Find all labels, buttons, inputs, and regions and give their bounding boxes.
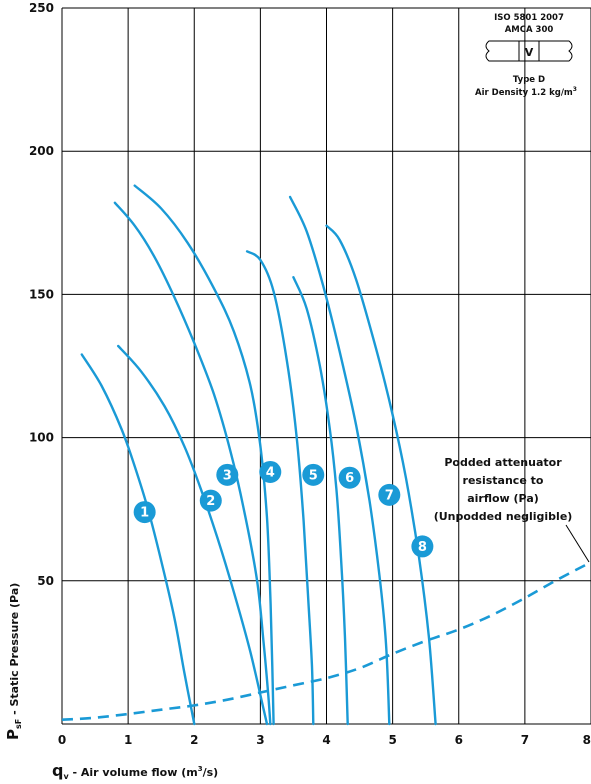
y-axis-text: - Static Pressure (Pa) (8, 583, 21, 719)
grid-lines (61, 7, 591, 725)
x-axis-symbol: q (52, 761, 63, 780)
x-axis-label: qv - Air volume flow (m3/s) (52, 761, 218, 781)
curve-badge-label-4: 4 (266, 465, 275, 480)
x-axis-text: - Air volume flow (m (69, 766, 198, 779)
y-tick-label: 250 (29, 1, 54, 15)
standard-box: ISO 5801 2007 AMCA 300 V Type D Air Dens… (475, 13, 577, 98)
x-tick-label: 7 (521, 733, 529, 747)
note-line-3: airflow (Pa) (467, 492, 539, 505)
fan-curve-2 (117, 344, 269, 726)
fan-curve-4 (133, 184, 275, 726)
fan-curve-6 (292, 276, 349, 726)
curve-badge-label-8: 8 (418, 540, 427, 555)
y-tick-label: 200 (29, 144, 54, 158)
x-tick-label: 4 (322, 733, 330, 747)
curve-badge-label-7: 7 (385, 488, 394, 503)
curve-badge-label-6: 6 (345, 471, 354, 486)
note-line-4: (Unpodded negligible) (434, 510, 573, 523)
attenuator-curve (61, 561, 591, 721)
curve-badge-label-2: 2 (206, 494, 215, 509)
duct-symbol-icon (485, 40, 573, 62)
x-axis-subscript: v (63, 772, 69, 781)
x-axis-superscript: 3 (198, 765, 203, 773)
standard-line-1: ISO 5801 2007 (494, 13, 564, 23)
x-tick-label: 5 (388, 733, 396, 747)
y-tick-label: 50 (37, 574, 54, 588)
fan-curves (80, 184, 437, 726)
curve-badge-label-1: 1 (140, 506, 149, 521)
standard-line-3: Type D (513, 75, 545, 85)
fan-curve-8 (325, 224, 437, 726)
standard-symbol: V (525, 46, 534, 59)
fan-curve-7 (288, 195, 391, 726)
standard-line-4: Air Density 1.2 kg/m3 (475, 86, 577, 98)
note-line-2: resistance to (463, 474, 544, 487)
x-tick-label: 3 (256, 733, 264, 747)
fan-curve-5 (245, 250, 315, 726)
curve-badge-label-5: 5 (309, 468, 318, 483)
attenuator-curve-group (61, 524, 591, 721)
x-tick-label: 6 (455, 733, 463, 747)
fan-curve-1 (80, 353, 196, 726)
curve-badge-2 (199, 489, 222, 512)
standard-line-2: AMCA 300 (505, 25, 554, 35)
curve-badge-6 (338, 466, 361, 489)
y-tick-label: 150 (29, 287, 54, 301)
curve-badge-4 (259, 460, 282, 483)
standard-density-sup: 3 (573, 86, 577, 93)
y-axis-label: PsF - Static Pressure (Pa) (4, 583, 23, 740)
x-axis-suffix: /s) (203, 766, 219, 779)
y-axis-subscript: sF (14, 719, 23, 729)
curve-badges: 123 4 5 678 (133, 460, 434, 558)
x-tick-label: 0 (58, 733, 66, 747)
standard-density-text: Air Density 1.2 kg/m (475, 88, 573, 98)
curve-badge-7 (378, 483, 401, 506)
note-line-1: Podded attenuator (444, 456, 562, 469)
attenuator-pointer (565, 524, 590, 563)
y-axis-symbol: P (4, 729, 22, 740)
curve-badge-8 (411, 535, 434, 558)
curve-badge-5 (302, 463, 325, 486)
x-tick-label: 1 (124, 733, 132, 747)
curve-badge-label-3: 3 (223, 468, 232, 483)
curve-badge-3 (216, 463, 239, 486)
x-tick-label: 8 (583, 733, 591, 747)
curve-badge-1 (133, 501, 156, 524)
y-tick-label: 100 (29, 431, 54, 445)
attenuator-note: Podded attenuator resistance to airflow … (434, 456, 573, 523)
fan-curve-3 (113, 201, 272, 726)
x-tick-label: 2 (190, 733, 198, 747)
